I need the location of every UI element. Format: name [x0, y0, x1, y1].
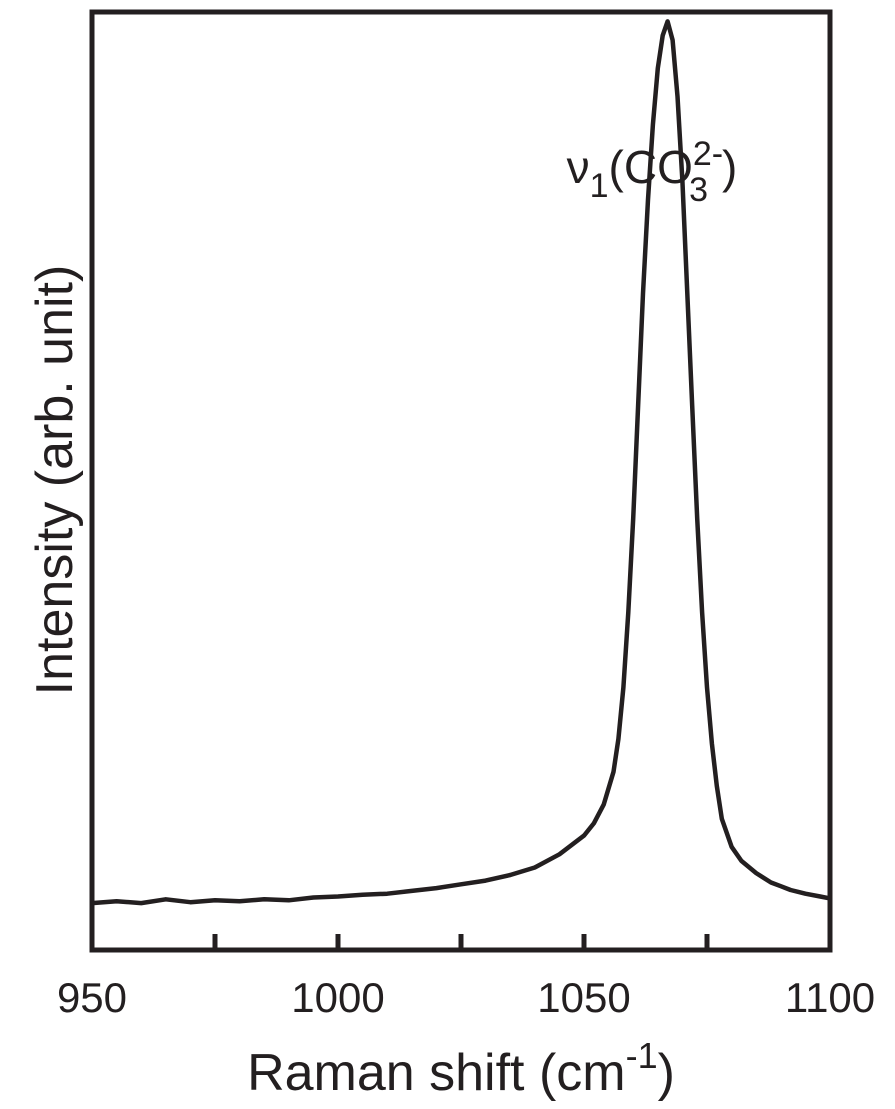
x-tick-label: 1050: [537, 974, 630, 1021]
series-line-raman-spectrum: [91, 19, 831, 906]
x-tick-label: 1100: [785, 974, 875, 1021]
plot-frame: [89, 9, 833, 953]
annot-symbol: ν: [567, 141, 590, 193]
x-tick-label: 950: [57, 974, 127, 1021]
x-axis-title-main: Raman shift (cm: [247, 1044, 626, 1102]
annot-sup: 2-: [693, 135, 723, 173]
annot-open: (CO: [609, 141, 693, 193]
y-axis-title: Intensity (arb. unit): [26, 265, 84, 696]
x-axis-title: Raman shift (cm-1): [247, 1035, 675, 1102]
x-axis-title-sup: -1: [626, 1035, 658, 1076]
annot-close: ): [722, 141, 737, 193]
peak-annotation: ν1(CO2-3): [567, 135, 738, 209]
axes-group: 950 1000 1050 1100: [57, 934, 875, 1021]
annot-sub2: 3: [689, 171, 708, 209]
x-axis-title-close: ): [658, 1044, 675, 1102]
x-tick-label: 1000: [291, 974, 384, 1021]
annot-sub: 1: [590, 167, 609, 205]
